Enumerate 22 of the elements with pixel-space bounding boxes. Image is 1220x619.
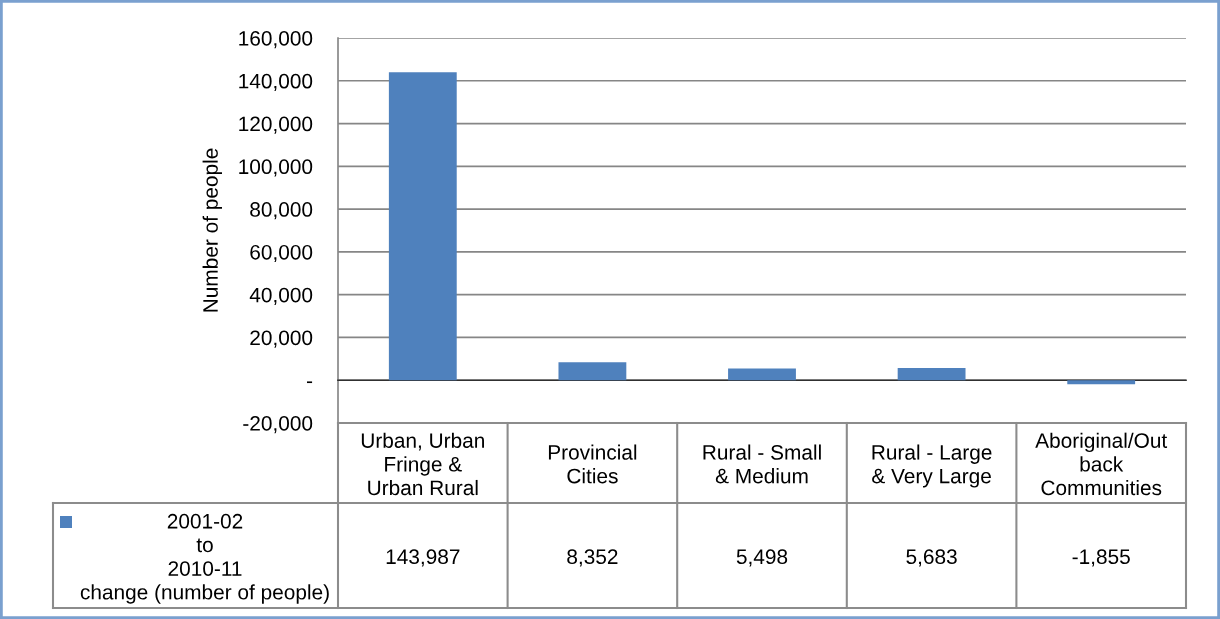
x-tick-label: Aboriginal/Out back Communities xyxy=(1035,432,1168,496)
y-tick-label: -20,000 xyxy=(243,416,313,434)
text: 2001-02 to 2010-11 change (number of people) xyxy=(80,513,329,604)
data-label: 143,987 xyxy=(386,549,460,567)
y-axis-title: Number of people xyxy=(202,148,222,312)
x-tick-label: Rural - Large & Very Large xyxy=(872,444,992,488)
data-label: 5,683 xyxy=(906,549,957,567)
x-tick-label: Provincial Cities xyxy=(548,444,637,484)
y-tick-label: 120,000 xyxy=(239,116,313,134)
y-tick-label: 140,000 xyxy=(239,73,313,91)
y-tick-label: 40,000 xyxy=(249,287,313,305)
data-label: 5,498 xyxy=(736,549,788,567)
data-label: 8,352 xyxy=(567,549,618,567)
y-tick-label: 100,000 xyxy=(239,159,313,177)
y-tick-label: 20,000 xyxy=(250,330,313,348)
y-tick-label: - xyxy=(306,381,313,384)
y-tick-label: 60,000 xyxy=(250,244,313,263)
data-label: -1,855 xyxy=(1072,549,1130,567)
x-tick-label: Rural - Small & Medium xyxy=(703,444,821,484)
y-tick-label: 160,000 xyxy=(239,31,313,49)
x-tick-label: Urban, Urban Fringe & Urban Rural xyxy=(361,432,484,496)
y-tick-label: 80,000 xyxy=(250,202,313,220)
